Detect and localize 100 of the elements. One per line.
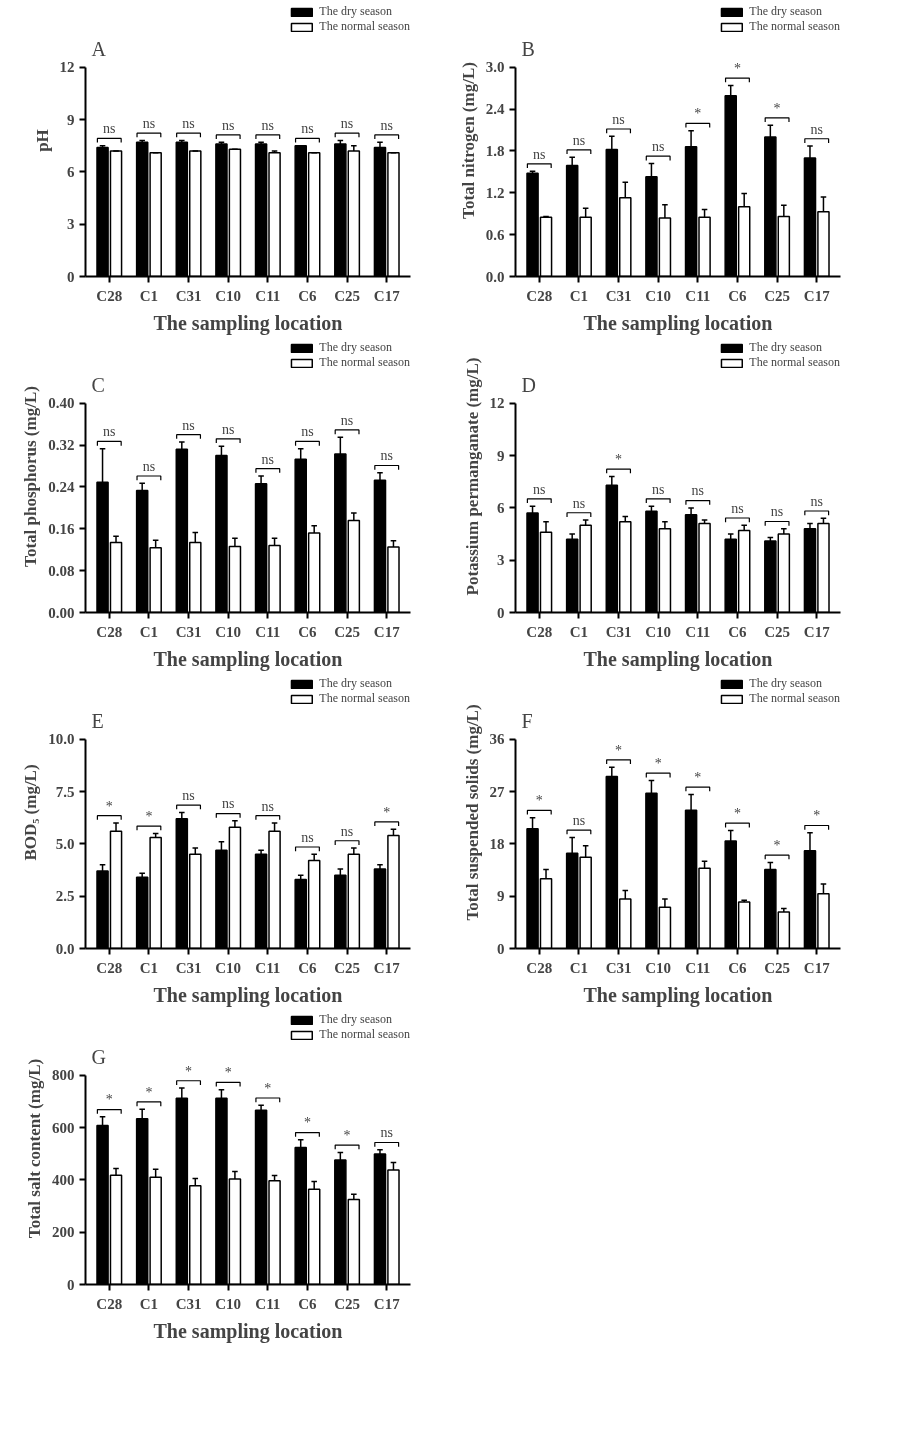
annotation: ns xyxy=(142,458,156,474)
x-tick-label: C25 xyxy=(764,959,791,976)
annotation: ns xyxy=(572,813,586,829)
x-tick-label: C11 xyxy=(255,623,281,640)
x-tick-label: C1 xyxy=(139,287,159,304)
annotation: * xyxy=(813,808,821,824)
legend-label: The normal season xyxy=(319,691,410,706)
x-tick-label: C10 xyxy=(215,959,242,976)
x-tick-label: C31 xyxy=(175,1295,202,1312)
annotation: ns xyxy=(221,117,235,133)
legend-label: The dry season xyxy=(319,4,393,19)
x-tick-label: C1 xyxy=(569,623,589,640)
chart-title: E xyxy=(91,709,104,732)
annotation: ns xyxy=(221,421,235,437)
annotation: ns xyxy=(261,451,275,467)
annotation: ns xyxy=(572,132,586,148)
annotation: ns xyxy=(340,412,354,428)
x-axis-title: The sampling location xyxy=(153,311,343,335)
annotation: ns xyxy=(533,481,546,497)
legend-label: The normal season xyxy=(749,355,840,370)
x-tick-label: C28 xyxy=(96,959,123,976)
annotation: * xyxy=(185,1063,193,1079)
annotation: ns xyxy=(691,483,705,499)
annotation: ns xyxy=(380,1125,393,1141)
y-tick-label: 600 xyxy=(52,1119,75,1136)
annotation: * xyxy=(694,770,702,786)
annotation: * xyxy=(773,838,781,854)
x-tick-label: C6 xyxy=(298,623,318,640)
legend-label: The dry season xyxy=(749,340,823,355)
annotation: ns xyxy=(182,788,195,804)
annotation: ns xyxy=(770,504,784,520)
y-axis-title: Total salt content (mg/L) xyxy=(25,1058,44,1239)
x-tick-label: C1 xyxy=(139,623,159,640)
annotation: ns xyxy=(142,116,156,132)
annotation: ns xyxy=(340,116,354,132)
y-tick-label: 6 xyxy=(67,163,75,180)
x-tick-label: C31 xyxy=(175,287,202,304)
x-tick-label: C6 xyxy=(298,1295,318,1312)
y-tick-label: 10.0 xyxy=(48,731,75,748)
x-tick-label: C11 xyxy=(685,623,711,640)
annotation: ns xyxy=(810,121,823,137)
x-tick-label: C17 xyxy=(373,1295,401,1312)
y-tick-label: 0.00 xyxy=(48,604,75,621)
x-tick-label: C31 xyxy=(175,959,202,976)
chart-title: G xyxy=(91,1045,106,1068)
y-axis-title: Potassium permanganate (mg/L) xyxy=(462,357,482,596)
y-tick-label: 2.4 xyxy=(485,101,505,118)
x-tick-label: C25 xyxy=(334,287,361,304)
x-tick-label: C1 xyxy=(569,287,589,304)
annotation: ns xyxy=(261,798,275,814)
y-tick-label: 0.24 xyxy=(48,478,75,495)
y-tick-label: 0.32 xyxy=(48,437,75,454)
x-tick-label: C28 xyxy=(526,959,553,976)
annotation: ns xyxy=(340,823,354,839)
y-tick-label: 0 xyxy=(67,1276,75,1293)
x-tick-label: C1 xyxy=(139,1295,159,1312)
annotation: * xyxy=(615,452,623,468)
annotation: * xyxy=(654,756,662,772)
y-tick-label: 0.16 xyxy=(48,520,75,537)
legend-label: The dry season xyxy=(319,340,393,355)
x-axis-title: The sampling location xyxy=(583,647,773,671)
y-tick-label: 12 xyxy=(59,59,75,76)
x-tick-label: C17 xyxy=(373,287,401,304)
x-axis-title: The sampling location xyxy=(153,647,343,671)
x-tick-label: C17 xyxy=(803,623,831,640)
x-tick-label: C28 xyxy=(96,623,123,640)
x-tick-label: C17 xyxy=(373,959,401,976)
annotation: ns xyxy=(612,111,625,127)
chart-title: A xyxy=(91,37,107,60)
chart-title: B xyxy=(521,37,535,60)
x-tick-label: C31 xyxy=(605,287,632,304)
y-tick-label: 7.5 xyxy=(55,783,75,800)
y-tick-label: 12 xyxy=(489,395,505,412)
y-tick-label: 5.0 xyxy=(55,835,75,852)
annotation: * xyxy=(264,1080,272,1096)
x-axis-title: The sampling location xyxy=(583,983,773,1007)
annotation: ns xyxy=(533,146,546,162)
annotation: * xyxy=(383,804,391,820)
chart-title: D xyxy=(521,373,536,396)
annotation: ns xyxy=(182,116,195,132)
annotation: ns xyxy=(301,829,314,845)
y-tick-label: 9 xyxy=(67,111,75,128)
x-tick-label: C28 xyxy=(96,287,123,304)
x-tick-label: C11 xyxy=(685,959,711,976)
legend-label: The dry season xyxy=(319,676,393,691)
annotation: ns xyxy=(380,448,393,464)
x-tick-label: C11 xyxy=(255,959,281,976)
y-tick-label: 0 xyxy=(497,604,505,621)
y-axis-title: BOD₅ (mg/L) xyxy=(21,764,41,861)
annotation: ns xyxy=(301,121,314,137)
annotation: * xyxy=(145,1084,153,1100)
x-tick-label: C10 xyxy=(215,623,242,640)
legend-label: The normal season xyxy=(319,355,410,370)
x-tick-label: C10 xyxy=(215,287,242,304)
legend-label: The dry season xyxy=(319,1012,393,1027)
y-tick-label: 400 xyxy=(52,1171,75,1188)
x-axis-title: The sampling location xyxy=(153,983,343,1007)
y-tick-label: 0.6 xyxy=(485,226,505,243)
x-tick-label: C6 xyxy=(298,959,318,976)
annotation: ns xyxy=(103,424,116,440)
